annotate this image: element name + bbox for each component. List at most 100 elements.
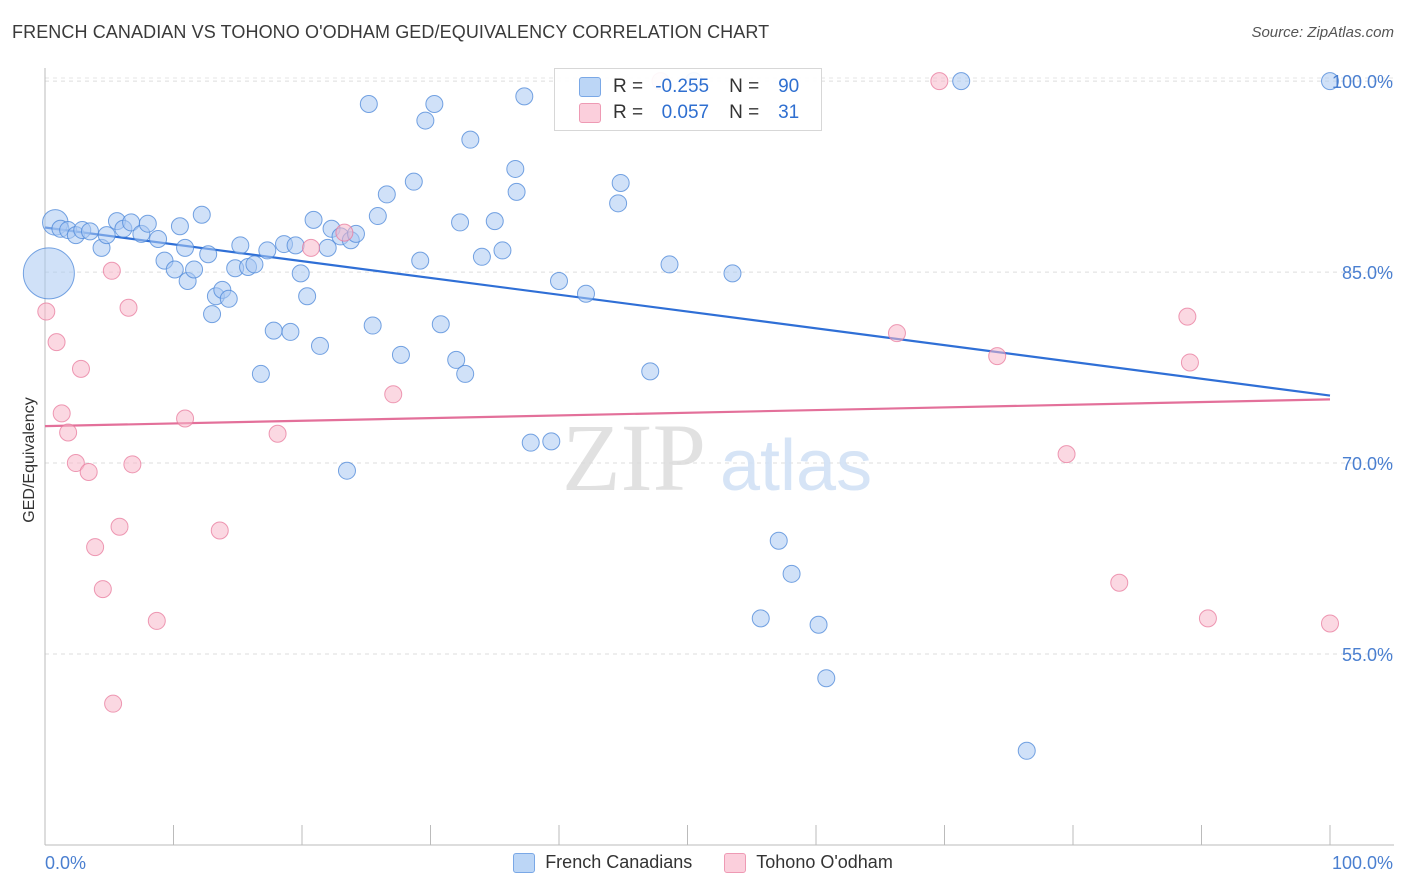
legend-row-tohono-oodham: R = 0.057 N = 31: [579, 101, 799, 125]
source-note: Source: ZipAtlas.com: [1251, 24, 1394, 41]
data-point-tohono-oodham: [102, 261, 121, 280]
data-point-tohono-oodham: [147, 611, 166, 630]
data-point-french-canadians: [609, 194, 628, 213]
data-point-french-canadians: [576, 284, 595, 303]
data-point-french-canadians: [165, 260, 184, 279]
data-point-french-canadians: [431, 315, 450, 334]
legend-n-value: 31: [778, 102, 800, 123]
data-point-french-canadians: [304, 210, 323, 229]
data-point-french-canadians: [245, 255, 264, 274]
data-point-french-canadians: [286, 236, 305, 255]
data-point-french-canadians: [461, 130, 480, 149]
series-legend-label: Tohono O'odham: [756, 852, 893, 872]
legend-n-label: N =: [729, 102, 760, 123]
data-point-french-canadians: [231, 236, 250, 255]
data-point-tohono-oodham: [988, 347, 1007, 366]
series-swatch-pink: [724, 852, 747, 873]
data-point-french-canadians: [149, 229, 168, 248]
data-point-french-canadians: [456, 364, 475, 383]
y-tick-label: 85.0%: [1342, 263, 1393, 283]
watermark-zip: ZIP: [562, 404, 706, 511]
trend-line-tohono-oodham: [44, 398, 1331, 428]
data-point-tohono-oodham: [1057, 445, 1076, 464]
legend-r-value: 0.057: [661, 102, 710, 123]
data-point-french-canadians: [404, 172, 423, 191]
data-point-french-canadians: [451, 213, 470, 232]
data-point-tohono-oodham: [110, 517, 129, 536]
data-point-french-canadians: [425, 95, 444, 114]
legend-n-value: 90: [778, 76, 800, 97]
data-point-french-canadians: [219, 289, 238, 308]
series-legend: French Canadians Tohono O'odham: [0, 852, 1406, 873]
data-point-tohono-oodham: [71, 359, 90, 378]
data-point-french-canadians: [507, 182, 526, 201]
y-tick-label: 55.0%: [1342, 645, 1393, 665]
data-point-tohono-oodham: [1198, 609, 1217, 628]
data-point-tohono-oodham: [384, 385, 403, 404]
data-point-french-canadians: [550, 271, 568, 290]
data-point-tohono-oodham: [93, 580, 112, 599]
trend-line-french-canadians: [44, 226, 1331, 397]
data-point-french-canadians: [281, 322, 300, 341]
watermark-atlas: atlas: [720, 426, 872, 506]
data-point-french-canadians: [542, 432, 561, 451]
data-point-tohono-oodham: [79, 462, 98, 481]
legend-r-label: R =: [613, 76, 644, 97]
data-point-tohono-oodham: [1178, 307, 1197, 326]
data-point-french-canadians: [310, 336, 329, 355]
data-point-french-canadians: [377, 185, 396, 204]
data-point-tohono-oodham: [930, 72, 949, 91]
series-legend-label: French Canadians: [545, 852, 693, 872]
data-point-french-canadians: [298, 287, 317, 306]
data-point-french-canadians: [817, 669, 836, 688]
data-point-french-canadians: [723, 264, 742, 283]
data-point-french-canadians: [611, 173, 630, 192]
data-point-french-canadians: [769, 531, 788, 550]
data-point-french-canadians: [391, 345, 410, 364]
data-point-french-canadians: [1017, 741, 1036, 760]
data-point-tohono-oodham: [887, 324, 906, 343]
data-point-tohono-oodham: [104, 694, 123, 713]
data-point-french-canadians: [515, 87, 534, 106]
data-point-tohono-oodham: [119, 298, 138, 317]
data-point-french-canadians: [521, 433, 540, 452]
data-point-french-canadians: [1321, 72, 1339, 91]
data-point-tohono-oodham: [1180, 353, 1199, 372]
data-point-french-canadians: [291, 264, 310, 283]
data-point-french-canadians: [506, 159, 525, 178]
data-point-french-canadians: [416, 111, 435, 130]
data-point-french-canadians: [952, 72, 971, 91]
series-legend-item-tohono-oodham: Tohono O'odham: [724, 852, 893, 873]
data-point-tohono-oodham: [47, 333, 66, 352]
data-point-french-canadians: [170, 217, 189, 236]
data-point-french-canadians: [258, 241, 277, 260]
data-point-french-canadians: [138, 214, 157, 233]
data-point-tohono-oodham: [210, 521, 229, 540]
series-legend-item-french-canadians: French Canadians: [513, 852, 692, 873]
data-point-french-canadians: [80, 222, 99, 241]
y-tick-label: 100.0%: [1332, 72, 1393, 92]
data-point-tohono-oodham: [1321, 614, 1339, 633]
data-point-french-canadians: [185, 260, 204, 279]
x-tick-label-max: 100.0%: [1332, 853, 1393, 873]
data-point-french-canadians: [199, 245, 218, 264]
data-point-french-canadians: [251, 364, 270, 383]
chart-title: FRENCH CANADIAN VS TOHONO O'ODHAM GED/EQ…: [12, 22, 770, 42]
watermark: ZIP atlas: [562, 404, 872, 511]
series-swatch-blue: [513, 852, 536, 873]
data-point-tohono-oodham: [59, 423, 78, 442]
data-point-french-canadians: [176, 238, 195, 257]
data-point-french-canadians: [363, 316, 382, 335]
legend-r-value: -0.255: [655, 76, 710, 97]
data-point-french-canadians: [782, 564, 801, 583]
data-point-french-canadians: [493, 241, 512, 260]
data-point-french-canadians: [203, 305, 222, 324]
y-tick-label: 70.0%: [1342, 454, 1393, 474]
data-point-tohono-oodham: [66, 454, 85, 473]
legend-r-label: R =: [613, 102, 644, 123]
data-point-french-canadians: [22, 247, 75, 300]
legend-swatch-pink: [579, 103, 601, 123]
data-point-french-canadians: [447, 350, 466, 369]
data-point-french-canadians: [97, 226, 116, 245]
